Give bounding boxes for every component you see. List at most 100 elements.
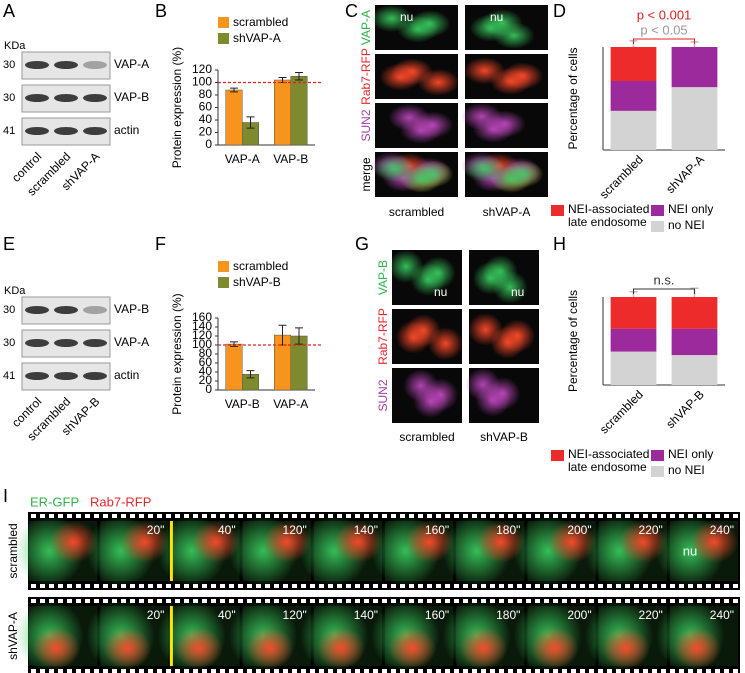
sprocket-hole [58, 669, 63, 673]
sprocket-hole [319, 669, 324, 673]
sprocket-hole [220, 669, 225, 673]
sprocket-hole [427, 514, 432, 518]
sprocket-hole [598, 669, 603, 673]
blot-band [54, 372, 78, 380]
sprocket-hole [499, 514, 504, 518]
sprocket-hole [157, 599, 162, 603]
sprocket-hole [238, 514, 243, 518]
sprocket-hole [589, 669, 594, 673]
blot-band [83, 94, 107, 102]
signal [388, 104, 430, 132]
sprocket-hole [418, 514, 423, 518]
sprocket-hole [175, 584, 180, 588]
blot-band [54, 127, 78, 135]
sprocket-hole [634, 584, 639, 588]
y-tick-label: 40 [199, 112, 213, 126]
sprocket-hole [301, 514, 306, 518]
time-label: 180" [496, 608, 520, 622]
sprocket-hole [535, 514, 540, 518]
sprocket-hole [148, 669, 153, 673]
panel-label: C [345, 1, 358, 21]
sprocket-hole [580, 669, 585, 673]
sprocket-hole [139, 669, 144, 673]
sprocket-hole [94, 584, 99, 588]
legend-swatch [551, 450, 564, 461]
sprocket-hole [652, 514, 657, 518]
sprocket-hole [526, 669, 531, 673]
sprocket-hole [463, 669, 468, 673]
sprocket-hole [724, 599, 729, 603]
sprocket-hole [445, 514, 450, 518]
sprocket-hole [76, 584, 81, 588]
bar [290, 76, 308, 146]
channel-label: Rab7-RFP [376, 308, 390, 365]
sprocket-hole [517, 514, 522, 518]
sprocket-hole [724, 514, 729, 518]
sprocket-hole [382, 584, 387, 588]
error-bar [246, 116, 255, 129]
panel-label: H [553, 234, 566, 254]
signal [469, 14, 512, 42]
sprocket-hole [607, 669, 612, 673]
sprocket-hole [571, 669, 576, 673]
sprocket-hole [139, 584, 144, 588]
signal [400, 165, 442, 193]
sprocket-hole [220, 599, 225, 603]
endosome-signal [405, 521, 454, 563]
sprocket-hole [670, 669, 675, 673]
sprocket-hole [346, 514, 351, 518]
sprocket-hole [364, 669, 369, 673]
sprocket-hole [238, 584, 243, 588]
sprocket-hole [229, 599, 234, 603]
sprocket-hole [391, 584, 396, 588]
y-tick-label: 60 [199, 355, 213, 369]
sprocket-hole [310, 584, 315, 588]
legend-swatch [651, 205, 664, 216]
sprocket-hole [715, 514, 720, 518]
bar-segment [610, 47, 657, 81]
sprocket-hole [679, 599, 684, 603]
sprocket-hole [346, 669, 351, 673]
sprocket-hole [247, 584, 252, 588]
sprocket-hole [670, 514, 675, 518]
sprocket-hole [301, 584, 306, 588]
panel-label: E [3, 234, 15, 254]
sprocket-hole [715, 669, 720, 673]
signal [465, 368, 501, 401]
sprocket-hole [463, 584, 468, 588]
sprocket-hole [499, 669, 504, 673]
endosome-signal [317, 627, 365, 669]
sprocket-hole [634, 599, 639, 603]
sprocket-hole [391, 669, 396, 673]
time-label: 240" [710, 608, 734, 622]
sprocket-hole [733, 584, 738, 588]
sprocket-hole [220, 584, 225, 588]
time-label: 200" [567, 523, 591, 537]
sprocket-hole [283, 584, 288, 588]
signal [403, 369, 439, 403]
blot-band [83, 306, 107, 314]
column-label: shVAP-A [483, 205, 531, 219]
signal [490, 165, 532, 193]
y-tick-label: 100 [192, 75, 212, 89]
sprocket-hole [382, 514, 387, 518]
sprocket-hole [274, 599, 279, 603]
endosome-signal [602, 627, 650, 669]
blot-band [54, 306, 78, 314]
sprocket-hole [130, 669, 135, 673]
sprocket-hole [319, 584, 324, 588]
sprocket-hole [733, 514, 738, 518]
y-axis-title: Protein expression (%) [170, 293, 184, 414]
sprocket-hole [85, 669, 90, 673]
sprocket-hole [697, 669, 702, 673]
y-tick-label: 80 [199, 346, 213, 360]
legend-label: shVAP-B [233, 275, 281, 289]
y-tick-label: 100 [192, 337, 212, 351]
sprocket-hole [391, 599, 396, 603]
bar [274, 79, 292, 146]
sprocket-hole [157, 514, 162, 518]
sprocket-hole [355, 514, 360, 518]
band-label: VAP-A [114, 57, 149, 71]
sprocket-hole [31, 584, 36, 588]
